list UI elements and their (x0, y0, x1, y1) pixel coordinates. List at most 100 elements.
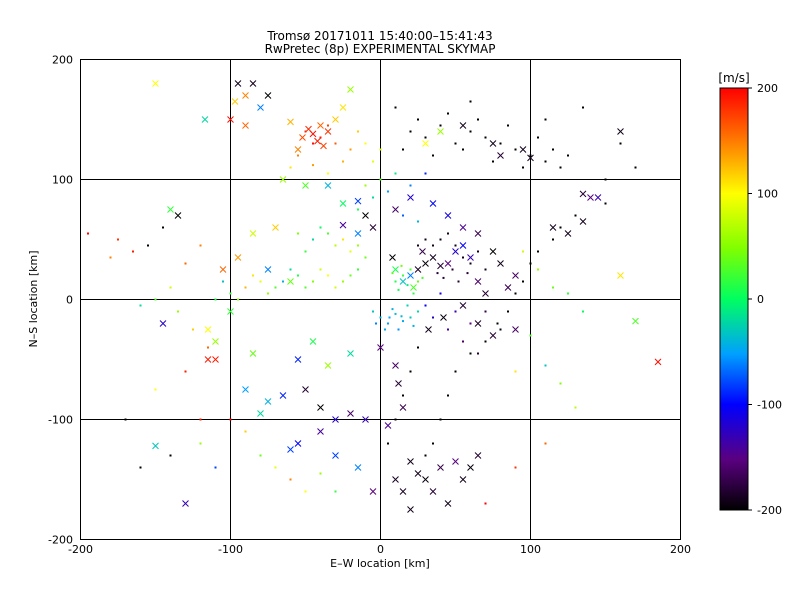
dot-marker-point (139, 304, 142, 307)
dot-marker-point (379, 178, 382, 181)
dot-marker-point (439, 418, 442, 421)
dot-marker-point (364, 142, 367, 145)
x-marker-point (201, 116, 209, 123)
dot-marker-point (274, 466, 277, 469)
dot-marker-point (394, 280, 397, 283)
x-marker-point (512, 326, 519, 333)
x-marker-point (257, 104, 264, 111)
x-marker-point (489, 332, 497, 339)
dot-marker-point (387, 190, 389, 193)
grid-lines (80, 59, 681, 540)
dot-marker-point (412, 324, 415, 327)
dot-marker-point (394, 172, 397, 175)
dot-marker-point (537, 250, 539, 253)
dot-marker-point (559, 226, 562, 229)
x-marker-point (422, 260, 429, 267)
dot-marker-point (244, 286, 247, 289)
x-marker-point (317, 404, 324, 411)
dot-marker-point (567, 154, 569, 157)
x-marker-point (314, 137, 321, 145)
x-marker-point (419, 248, 426, 255)
x-marker-point (414, 470, 422, 477)
dot-marker-point (349, 250, 352, 253)
x-marker-point (474, 230, 482, 237)
x-marker-point (302, 182, 309, 189)
x-marker-point (459, 242, 467, 249)
x-marker-point (392, 206, 399, 213)
dot-marker-point (132, 250, 134, 253)
x-marker-point (332, 116, 339, 123)
x-marker-point (377, 344, 384, 351)
x-marker-point (399, 488, 407, 495)
dot-marker-point (357, 244, 359, 247)
x-marker-point (332, 452, 339, 459)
x-marker-point (459, 302, 467, 309)
x-marker-point (339, 200, 347, 207)
dot-marker-point (364, 184, 367, 187)
dot-marker-point (375, 322, 377, 325)
y-tick-label: -200 (48, 534, 73, 547)
x-marker-point (474, 452, 482, 459)
x-marker-point (279, 176, 287, 183)
dot-marker-point (319, 136, 322, 139)
dot-marker-point (409, 370, 412, 373)
dot-marker-point (469, 352, 472, 355)
x-marker-point (317, 122, 324, 129)
x-marker-point (339, 221, 347, 229)
dot-marker-point (252, 274, 254, 277)
x-marker-point (227, 116, 234, 123)
dot-marker-point (466, 272, 469, 275)
dot-marker-point (462, 340, 464, 343)
dot-marker-point (567, 292, 569, 295)
dot-marker-point (424, 136, 427, 139)
dot-marker-point (274, 286, 277, 289)
x-marker-point (249, 230, 257, 237)
x-marker-point (242, 386, 249, 393)
dot-marker-point (406, 284, 409, 287)
dot-marker-point (496, 322, 499, 325)
dot-marker-point (424, 172, 427, 175)
y-tick-label: -100 (48, 414, 73, 427)
dot-marker-point (484, 340, 487, 343)
x-marker-point (452, 248, 459, 255)
x-marker-point (249, 80, 257, 87)
dot-marker-point (214, 466, 217, 469)
x-marker-point (459, 476, 467, 483)
dot-marker-point (388, 316, 391, 319)
dot-marker-point (574, 214, 577, 217)
colorbar-tick-label: 0 (757, 293, 764, 306)
dot-marker-point (364, 256, 367, 259)
x-marker-point (444, 500, 452, 507)
dot-marker-point (349, 274, 352, 277)
x-marker-point (474, 320, 482, 327)
x-marker-point (410, 284, 417, 291)
dot-marker-point (312, 164, 314, 167)
dot-marker-point (357, 130, 359, 133)
dot-marker-point (387, 442, 389, 445)
x-marker-point (152, 442, 159, 450)
dot-marker-point (387, 322, 389, 325)
x-marker-point (227, 308, 234, 315)
dot-marker-point (372, 310, 374, 313)
dot-marker-point (237, 298, 239, 301)
x-marker-point (504, 284, 512, 291)
dot-marker-point (462, 148, 464, 151)
x-marker-point (324, 362, 332, 369)
dot-marker-point (417, 220, 419, 223)
colorbar-tick-label: -100 (757, 399, 782, 412)
x-marker-point (369, 224, 377, 231)
dot-marker-point (529, 154, 532, 157)
x-marker-point (392, 266, 399, 273)
x-marker-point (219, 266, 227, 273)
x-marker-point (362, 212, 369, 219)
x-marker-point (317, 428, 324, 435)
x-marker-point (579, 218, 587, 225)
dot-marker-point (184, 370, 187, 373)
dot-marker-point (342, 160, 344, 163)
dot-marker-point (559, 382, 562, 385)
y-tick-label: 100 (52, 174, 73, 187)
x-marker-point (399, 404, 407, 411)
dot-marker-point (177, 310, 179, 313)
x-marker-point (354, 464, 362, 471)
dot-marker-point (297, 232, 299, 235)
